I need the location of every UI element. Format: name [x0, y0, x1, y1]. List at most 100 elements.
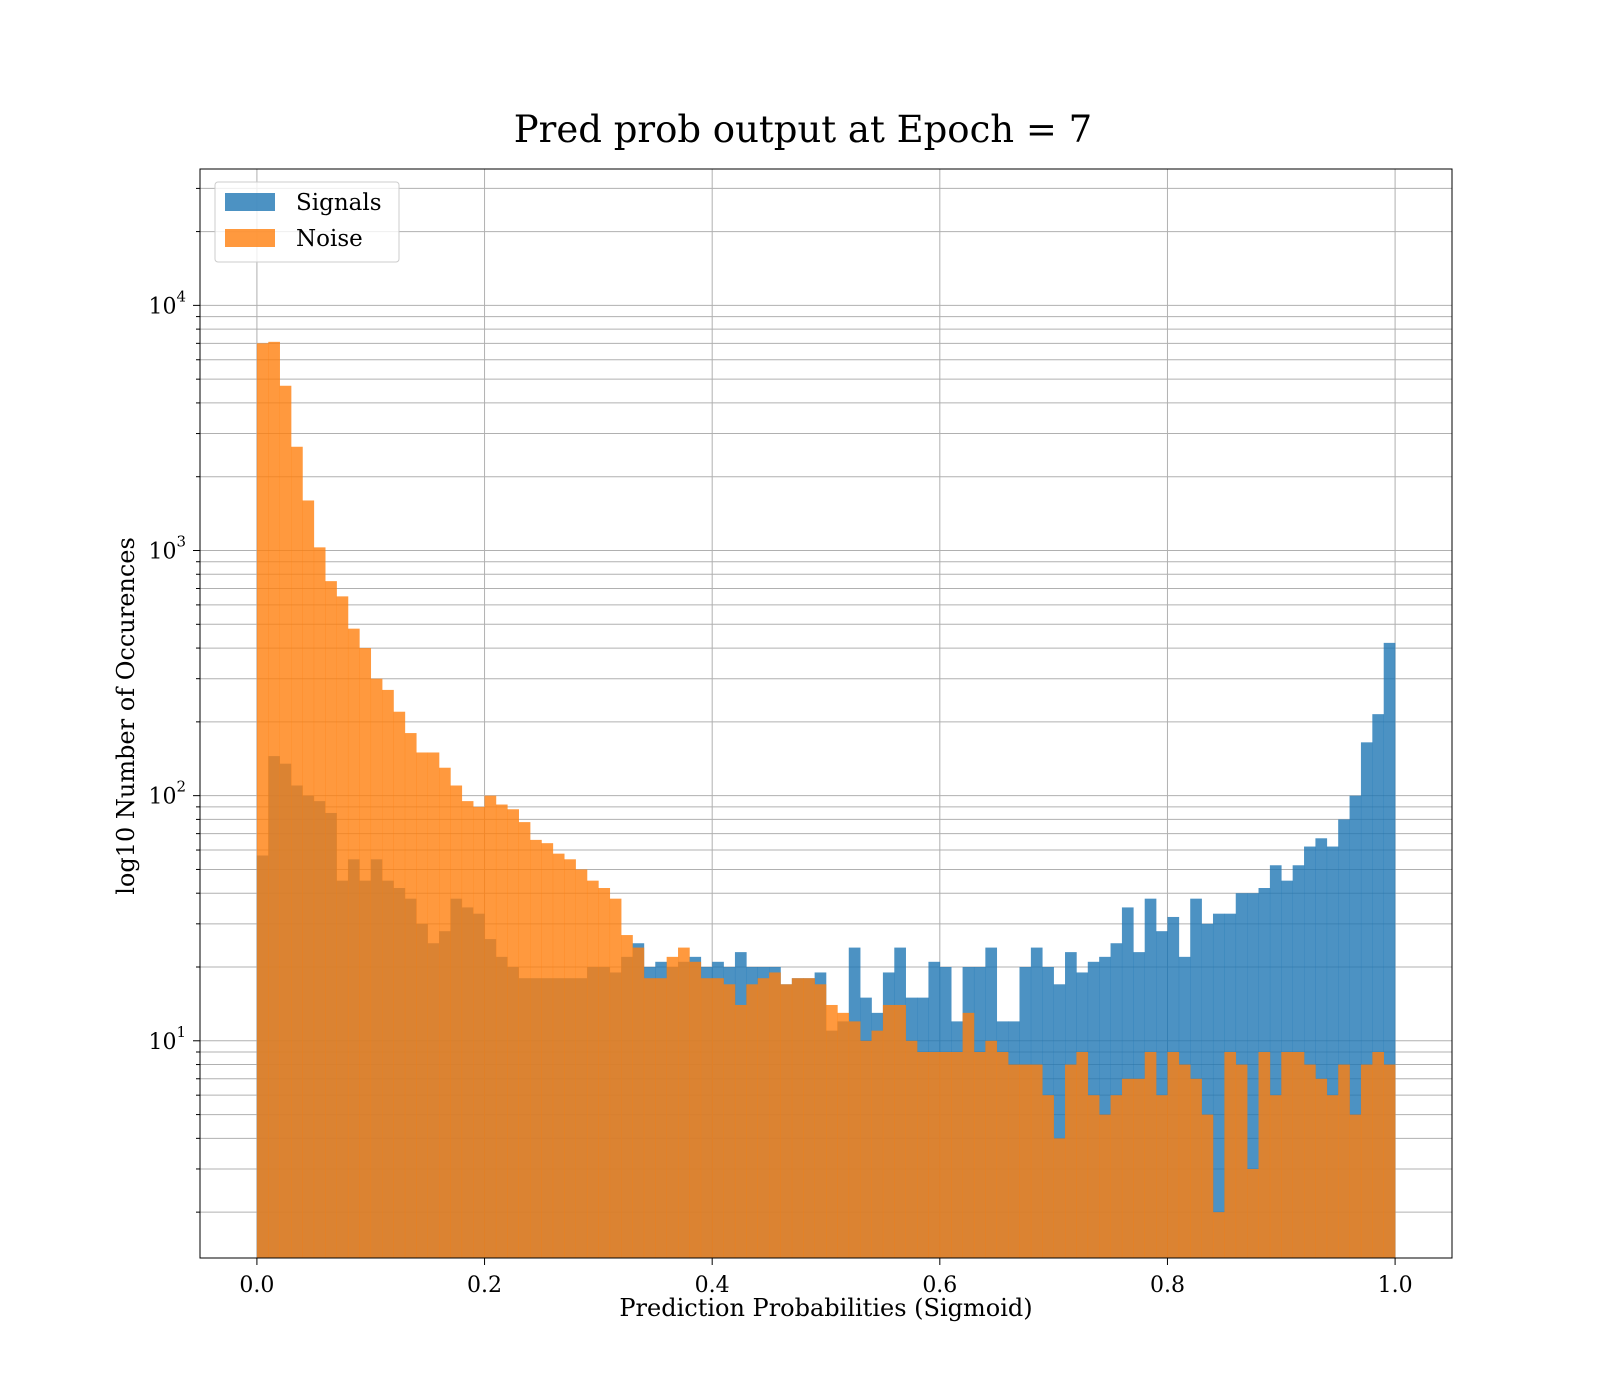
- bar-noise: [1201, 1114, 1214, 1258]
- bar-noise: [734, 1004, 747, 1258]
- bar-signals: [1315, 838, 1328, 1258]
- bar-noise: [1167, 1052, 1180, 1258]
- bar-noise: [598, 888, 611, 1258]
- bar-noise: [541, 843, 554, 1258]
- bar-noise: [700, 978, 713, 1258]
- bar-signals: [1212, 913, 1225, 1258]
- bar-noise: [666, 956, 679, 1258]
- bar-noise: [1258, 1052, 1271, 1258]
- bar-noise: [1292, 1052, 1305, 1258]
- bar-noise: [325, 581, 337, 1258]
- bar-noise: [439, 767, 451, 1258]
- bar-noise: [769, 972, 781, 1258]
- bar-noise: [564, 859, 576, 1258]
- bar-noise: [1212, 1212, 1225, 1258]
- bar-noise: [1383, 1064, 1396, 1258]
- bar-noise: [1087, 1095, 1100, 1258]
- bar-signals: [1360, 742, 1373, 1258]
- bar-noise: [1235, 1064, 1248, 1258]
- x-tick-label: 0.2: [467, 1273, 502, 1298]
- bar-noise: [1178, 1064, 1191, 1258]
- y-axis-label: log10 Number of Occurences: [112, 537, 140, 895]
- bar-noise: [621, 935, 633, 1258]
- bar-noise: [609, 898, 622, 1258]
- bar-noise: [552, 853, 565, 1258]
- bar-noise: [1156, 1095, 1168, 1258]
- bar-noise: [484, 795, 497, 1258]
- x-tick-label: 0.4: [695, 1273, 730, 1298]
- bar-noise: [951, 1052, 963, 1258]
- x-tick-label: 0.6: [922, 1273, 957, 1298]
- bar-noise: [1110, 1095, 1123, 1258]
- bar-noise: [803, 978, 815, 1258]
- bar-noise: [1315, 1078, 1328, 1258]
- bar-noise: [1281, 1052, 1293, 1258]
- bar-signals: [1099, 956, 1111, 1258]
- bar-noise: [837, 1012, 850, 1258]
- bar-noise: [905, 1040, 918, 1258]
- series-noise: [256, 341, 1396, 1259]
- legend-swatch-signals: [225, 193, 275, 211]
- bar-noise: [336, 596, 349, 1258]
- chart-title: Pred prob output at Epoch = 7: [514, 108, 1092, 151]
- bar-noise: [1144, 1052, 1157, 1258]
- legend-swatch-noise: [225, 229, 275, 247]
- bar-noise: [643, 978, 656, 1258]
- bar-noise: [814, 984, 827, 1258]
- bar-signals: [1201, 923, 1214, 1258]
- bar-noise: [1030, 1064, 1043, 1258]
- bar-noise: [996, 1052, 1009, 1258]
- plot-frame: [199, 168, 1453, 1259]
- bar-noise: [518, 822, 531, 1258]
- bar-noise: [313, 547, 326, 1258]
- axis-ticks: 0.0 0.2 0.4 0.6 0.8 1.0 101 102 103 104: [148, 187, 1413, 1298]
- bar-noise: [416, 752, 428, 1258]
- bar-noise: [689, 961, 702, 1258]
- plot-area: 0.0 0.2 0.4 0.6 0.8 1.0 101 102 103 104: [148, 168, 1453, 1298]
- bar-signals: [1304, 846, 1316, 1258]
- bar-noise: [586, 880, 599, 1258]
- bar-noise: [382, 689, 394, 1258]
- bar-noise: [1190, 1078, 1202, 1258]
- bar-noise: [780, 984, 793, 1258]
- bar-noise: [268, 341, 280, 1258]
- bar-noise: [461, 801, 474, 1258]
- legend-label-noise: Noise: [296, 226, 363, 252]
- bar-signals: [1156, 931, 1168, 1258]
- bar-noise: [256, 343, 269, 1258]
- bar-noise: [973, 1052, 986, 1258]
- bar-noise: [746, 984, 759, 1258]
- bar-noise: [1372, 1052, 1385, 1258]
- bar-noise: [575, 869, 588, 1258]
- bar-noise: [1099, 1114, 1111, 1258]
- bar-signals: [1383, 642, 1396, 1258]
- bar-noise: [860, 1040, 872, 1258]
- bar-noise: [712, 978, 724, 1258]
- bar-noise: [370, 678, 383, 1258]
- bar-noise: [757, 978, 770, 1258]
- bar-noise: [655, 978, 667, 1258]
- bar-noise: [404, 733, 417, 1258]
- bar-noise: [1008, 1064, 1020, 1258]
- bar-noise: [530, 839, 542, 1258]
- bar-signals: [1372, 714, 1385, 1258]
- bar-noise: [939, 1052, 952, 1258]
- bar-noise: [1304, 1064, 1316, 1258]
- bar-noise: [1338, 1064, 1350, 1258]
- bar-noise: [962, 1012, 975, 1258]
- x-tick-label: 0.0: [239, 1273, 274, 1298]
- bar-noise: [279, 385, 292, 1259]
- bar-noise: [427, 752, 440, 1258]
- bar-noise: [1224, 1052, 1237, 1258]
- bar-noise: [1349, 1114, 1362, 1258]
- x-tick-label: 1.0: [1378, 1273, 1413, 1298]
- y-tick-label: 102: [148, 778, 186, 810]
- bar-noise: [495, 804, 508, 1258]
- bar-noise: [917, 1052, 929, 1258]
- legend-label-signals: Signals: [296, 190, 382, 216]
- bar-noise: [791, 978, 804, 1258]
- bar-noise: [1269, 1095, 1282, 1258]
- bar-noise: [1065, 1064, 1077, 1258]
- bar-signals: [1269, 865, 1282, 1258]
- bar-signals: [1053, 984, 1066, 1258]
